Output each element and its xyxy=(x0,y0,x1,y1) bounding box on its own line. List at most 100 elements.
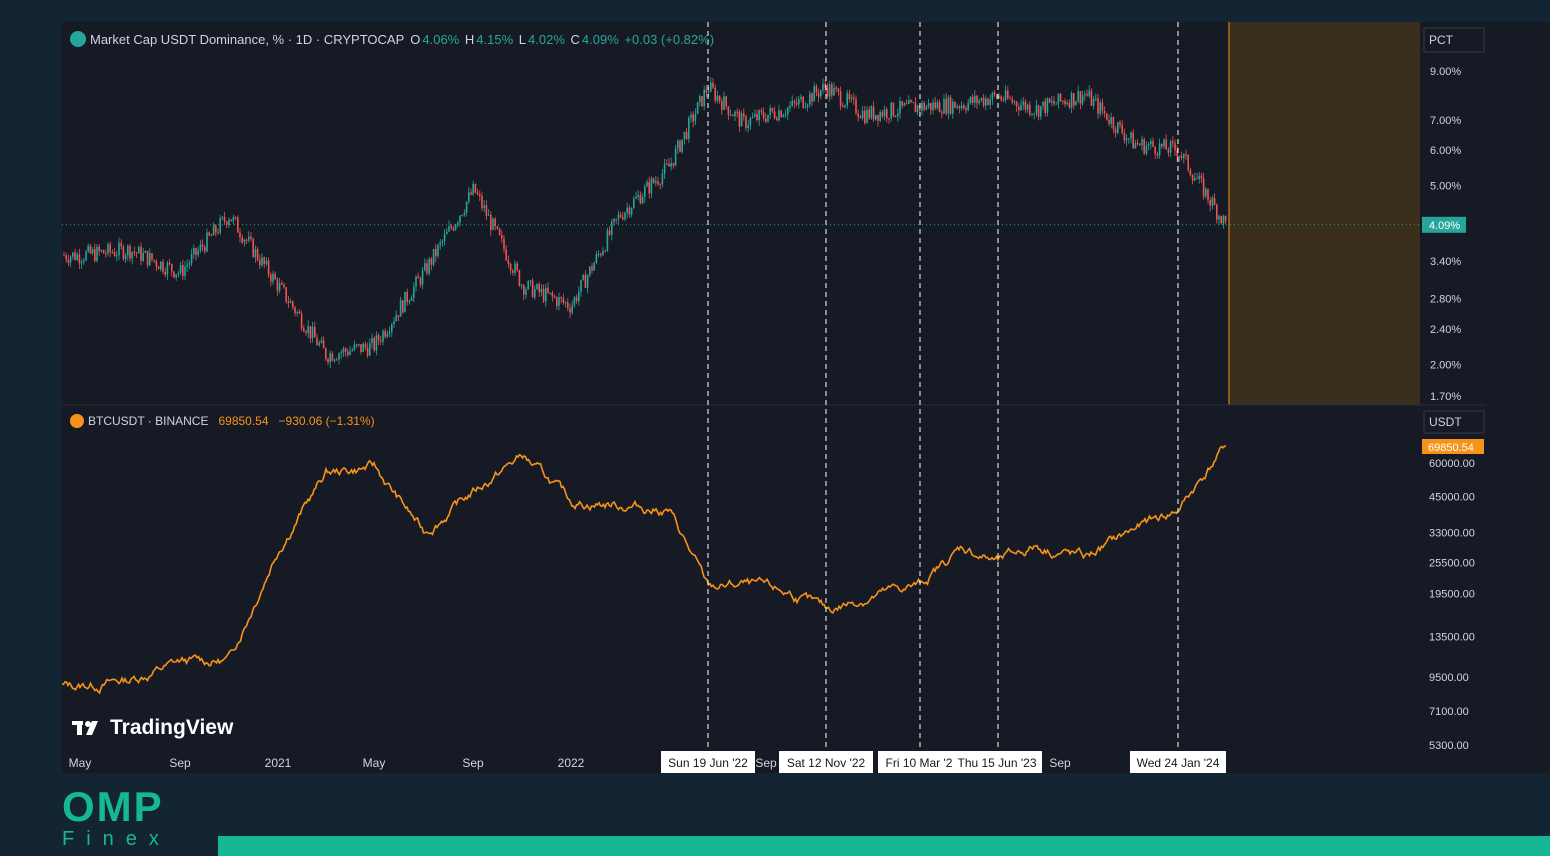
usdt-candle xyxy=(1101,102,1104,111)
usdt-candle xyxy=(853,97,855,100)
usdt-symbol-title: Market Cap USDT Dominance, % · 1D · CRYP… xyxy=(90,31,405,47)
crosshair-date-badge xyxy=(952,751,1042,773)
usdt-candle xyxy=(188,263,191,265)
usdt-candle xyxy=(116,255,118,257)
btc-y-tick: 33000.00 xyxy=(1429,527,1475,539)
usdt-candle xyxy=(272,273,274,282)
open-label: O xyxy=(410,31,421,47)
usdt-candle xyxy=(996,94,998,99)
usdt-candle xyxy=(69,256,72,263)
usdt-candle xyxy=(622,217,624,220)
usdt-candle xyxy=(1134,143,1137,149)
usdt-candle xyxy=(347,351,349,356)
usdt-candle xyxy=(1161,143,1163,147)
usdt-candle xyxy=(245,239,248,241)
usdt-candle xyxy=(1110,117,1112,124)
usdt-candle xyxy=(98,246,100,252)
usdt-candle xyxy=(1079,91,1082,104)
usdt-candle xyxy=(540,288,543,293)
usdt-candle xyxy=(633,198,635,209)
usdt-candle xyxy=(696,102,699,114)
usdt-candle xyxy=(771,108,774,112)
usdt-candle xyxy=(492,218,494,230)
usdt-dominance-legend[interactable]: Market Cap USDT Dominance, % · 1D · CRYP… xyxy=(70,31,714,47)
usdt-candle xyxy=(560,297,562,299)
usdt-candle xyxy=(993,92,996,95)
usdt-candle xyxy=(525,289,527,295)
usdt-candle xyxy=(366,347,369,356)
usdt-candle xyxy=(688,117,690,139)
usdt-candle xyxy=(307,326,309,334)
usdt-candle xyxy=(322,340,325,349)
usdt-candle xyxy=(765,118,767,122)
usdt-candle xyxy=(762,112,765,119)
usdt-candle xyxy=(120,242,122,247)
usdt-candle xyxy=(613,218,615,222)
usdt-candle xyxy=(72,252,74,257)
usdt-candle xyxy=(793,100,796,103)
usdt-candle xyxy=(153,259,155,262)
usdt-last-value-badge xyxy=(1422,216,1466,233)
usdt-candle xyxy=(589,266,591,276)
usdt-candle xyxy=(408,300,411,303)
usdt-candle xyxy=(459,215,461,223)
usdt-candle xyxy=(494,218,496,227)
usdt-candle xyxy=(881,112,884,117)
usdt-candle xyxy=(661,173,664,185)
usdt-candle xyxy=(1185,154,1187,156)
usdt-candle xyxy=(1002,99,1005,101)
usdt-candle xyxy=(406,291,408,303)
usdt-candle xyxy=(949,97,952,114)
btc-legend[interactable]: BTCUSDT · BINANCE 69850.54 −930.06 (−1.3… xyxy=(70,414,375,428)
usdt-candle xyxy=(391,324,393,332)
x-axis-tick: Sep xyxy=(169,756,191,770)
usdt-candle xyxy=(270,274,272,282)
usdt-scale-button xyxy=(1423,410,1485,434)
usdt-candle xyxy=(454,224,457,231)
usdt-candle xyxy=(274,273,276,280)
usdt-candle xyxy=(1141,139,1143,146)
usdt-candle xyxy=(507,260,510,264)
usdt-candle xyxy=(157,266,160,270)
usdt-candle xyxy=(1112,117,1115,129)
crosshair-date-label: Sun 19 Jun '22 xyxy=(668,756,748,770)
usdt-candle xyxy=(952,101,954,114)
usdt-candle xyxy=(718,95,721,102)
usdt-candle xyxy=(593,262,595,271)
usdt-candle xyxy=(1022,101,1024,106)
usdt-candle xyxy=(685,131,688,139)
ohlc-values: O 4.06% H 4.15% L 4.02% C 4.09% +0.03 (+0.82… xyxy=(408,32,714,47)
usdt-candle xyxy=(817,92,820,97)
usdt-candle xyxy=(1136,143,1139,145)
usdt-candle xyxy=(927,103,930,107)
usdt-candle xyxy=(798,99,800,105)
btc-y-tick: 45000.00 xyxy=(1429,491,1475,503)
usdt-candle xyxy=(133,251,136,253)
usdt-candle xyxy=(140,246,142,261)
usdt-candle xyxy=(991,92,994,100)
usdt-candle xyxy=(666,163,668,165)
usdt-candle xyxy=(329,353,331,363)
usdt-candle xyxy=(773,111,776,119)
btc-y-tick: 7100.00 xyxy=(1429,706,1469,718)
usdt-candle xyxy=(135,252,138,254)
usdt-candle xyxy=(575,297,578,302)
usdt-candle xyxy=(435,248,437,257)
usdt-candle xyxy=(210,235,213,237)
usdt-candle xyxy=(582,274,584,280)
x-axis-tick: May xyxy=(363,756,386,770)
usdt-candle xyxy=(703,89,705,107)
usdt-candle xyxy=(243,239,246,243)
usdt-candle xyxy=(1145,145,1148,154)
usdt-candle xyxy=(663,163,666,174)
usdt-candle xyxy=(338,353,340,360)
usdt-candle xyxy=(743,113,745,117)
usdt-candle xyxy=(1224,215,1227,222)
usdt-candle xyxy=(450,226,452,228)
usdt-candle xyxy=(479,194,481,197)
usdt-candle xyxy=(694,113,697,122)
usdt-candle xyxy=(74,252,76,260)
usdt-candle xyxy=(584,274,587,288)
usdt-candle xyxy=(309,326,312,339)
